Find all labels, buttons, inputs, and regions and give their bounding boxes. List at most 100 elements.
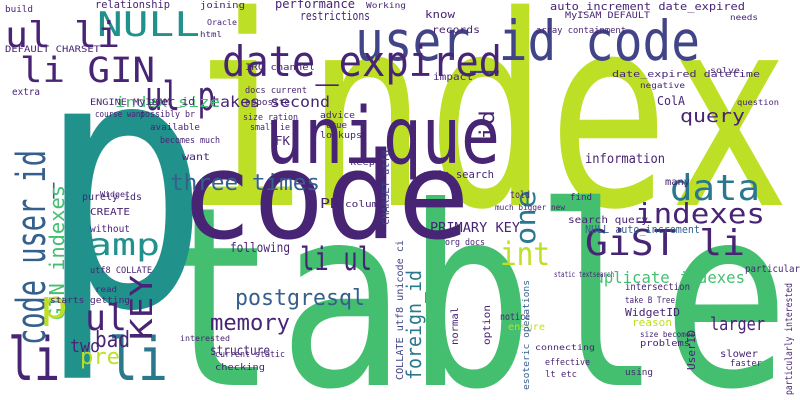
word: IRC channel xyxy=(245,63,315,73)
word: connecting xyxy=(535,343,595,352)
word: docs current xyxy=(245,86,307,96)
word: many xyxy=(665,177,690,188)
word: postgresql xyxy=(235,286,365,311)
word: becomes much xyxy=(160,136,220,146)
word: size becomes xyxy=(640,330,695,339)
word: index size xyxy=(115,95,220,111)
word: one xyxy=(509,190,542,245)
word: GIN indexes xyxy=(45,185,69,320)
word: index xyxy=(185,0,790,268)
word: performance xyxy=(275,0,355,11)
word: interested xyxy=(180,334,230,343)
word: KEY xyxy=(125,275,160,340)
word: amp xyxy=(88,228,160,263)
word: CHARSET utf8 xyxy=(381,150,392,225)
word: foreign_id xyxy=(402,270,426,380)
word: keep xyxy=(350,158,375,168)
word: restrictions xyxy=(300,9,370,23)
word: normal xyxy=(450,307,461,345)
word: esoteric operations xyxy=(522,280,532,390)
word: build xyxy=(5,5,33,15)
word: extra xyxy=(12,87,40,98)
word: joining xyxy=(200,1,245,11)
word: FK xyxy=(275,134,291,148)
word: query xyxy=(680,106,745,127)
word: question xyxy=(737,98,779,107)
word: search query xyxy=(568,215,648,226)
word: particular xyxy=(745,264,800,275)
word: opposite xyxy=(245,98,290,108)
word: pre xyxy=(80,345,120,370)
word: needs xyxy=(730,13,758,22)
word: ensure xyxy=(508,322,545,333)
word: structure xyxy=(210,344,270,359)
word: ENGINE MyISAM xyxy=(90,98,171,108)
word: know xyxy=(425,8,455,21)
word: size ration xyxy=(243,113,298,123)
word: unique xyxy=(265,92,500,182)
word: MyISAM DEFAULT xyxy=(565,11,651,21)
word: told xyxy=(510,190,530,201)
word: user_id xyxy=(148,95,195,108)
word: static textsearch xyxy=(554,270,614,279)
word: information xyxy=(585,152,665,167)
word: larger xyxy=(710,314,765,335)
word: int xyxy=(500,235,550,273)
word: WidgetID xyxy=(625,306,680,319)
word: advice xyxy=(320,111,355,121)
word: find xyxy=(570,193,592,203)
word: slower xyxy=(720,349,758,360)
word: want xyxy=(182,152,210,163)
word: ul li xyxy=(5,15,120,56)
word: small ie xyxy=(250,123,290,133)
word: impact xyxy=(433,72,473,83)
word: option xyxy=(482,305,493,345)
word: notice xyxy=(500,312,530,323)
word: html xyxy=(200,30,222,39)
word: memory xyxy=(210,311,290,336)
word: lt etc xyxy=(545,370,577,380)
word: GiST li xyxy=(585,223,745,264)
word: two xyxy=(70,336,100,357)
word: problems xyxy=(640,339,690,349)
word: id xyxy=(475,110,499,140)
word: bad xyxy=(95,328,130,353)
word: li ul xyxy=(300,240,372,278)
word: ul p xyxy=(145,74,215,120)
word: li GIN xyxy=(20,51,155,91)
word: indexes xyxy=(635,197,765,230)
word: records xyxy=(432,25,480,36)
word: utf8 COLLATE xyxy=(90,266,152,276)
word: li xyxy=(8,325,60,395)
word: particularly interested xyxy=(784,283,795,395)
word: date_expired datetime xyxy=(612,70,760,80)
word: true xyxy=(325,121,347,131)
word: DEFAULT CHARSET xyxy=(5,45,101,55)
word: much bigger new xyxy=(495,203,565,212)
word: without xyxy=(90,224,130,235)
word: PK xyxy=(320,197,340,212)
word: li xyxy=(108,325,168,395)
word: NULL auto_increment xyxy=(585,223,700,236)
word: reason xyxy=(632,316,672,329)
word: intersection xyxy=(625,282,690,293)
word: code xyxy=(180,128,470,267)
word: solve xyxy=(710,66,740,75)
word: org docs xyxy=(445,238,485,248)
word: purely ids xyxy=(82,192,142,203)
word: relationship xyxy=(95,0,170,11)
word: p xyxy=(40,283,68,327)
word: ul xyxy=(85,298,127,339)
word: main search xyxy=(424,168,494,181)
word: read xyxy=(95,285,117,294)
word: array containment xyxy=(536,26,626,36)
word: column xyxy=(345,200,385,210)
word: take B Tree xyxy=(625,296,675,306)
word: checking xyxy=(215,363,265,373)
word: Oracle xyxy=(207,18,237,27)
word: current static xyxy=(215,350,285,360)
word: course want xyxy=(95,110,145,120)
